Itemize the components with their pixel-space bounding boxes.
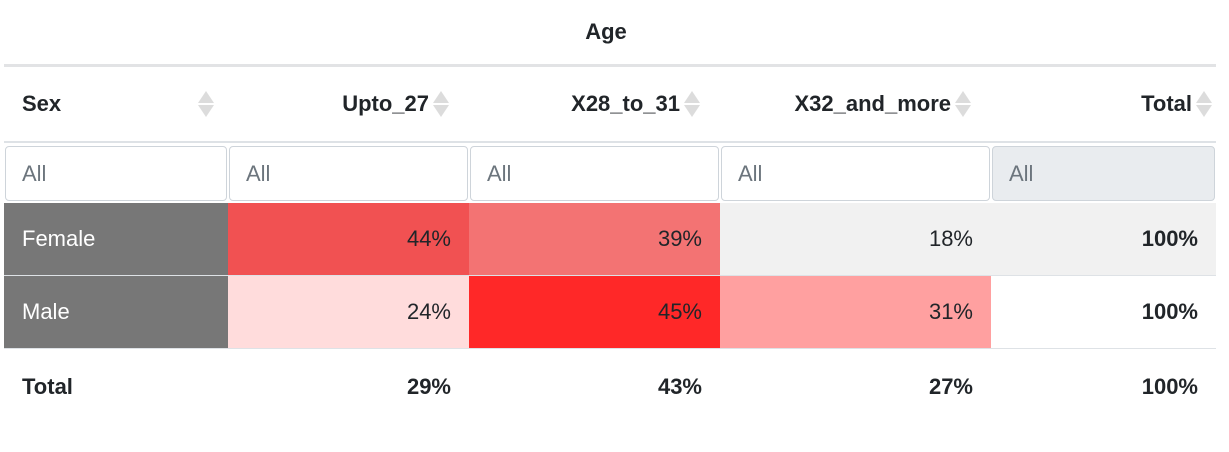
column-header-label: Sex [22, 91, 62, 116]
column-header-sex[interactable]: Sex [4, 67, 228, 141]
filter-cell [4, 146, 228, 203]
filter-input-sex[interactable] [5, 146, 227, 201]
column-header-x32-and-more[interactable]: X32_and_more [720, 67, 991, 141]
table-cell: 24% [228, 276, 469, 348]
table-row: Male 24% 45% 31% 100% [4, 276, 1216, 349]
group-header-rule [4, 64, 1216, 67]
filter-row [4, 143, 1216, 203]
totals-cell: 27% [928, 374, 973, 399]
filter-input-upto-27[interactable] [229, 146, 468, 201]
column-header-upto-27[interactable]: Upto_27 [228, 67, 469, 141]
totals-row-label: Total [22, 374, 73, 399]
filter-input-x28-to-31[interactable] [470, 146, 719, 201]
table-cell: 45% [469, 276, 720, 348]
column-header-label: X32_and_more [794, 91, 951, 116]
table-cell: 18% [720, 203, 991, 275]
group-header-label: Age [585, 19, 627, 44]
row-total-cell: 100% [991, 203, 1216, 275]
totals-row: Total 29% 43% 27% 100% [4, 349, 1216, 425]
group-header: Age [4, 0, 1216, 64]
column-header-label: Upto_27 [342, 91, 429, 116]
table-cell: 39% [469, 203, 720, 275]
row-total-cell: 100% [1141, 299, 1198, 324]
sort-icon[interactable] [198, 90, 214, 118]
filter-cell [720, 146, 991, 203]
filter-input-x32-and-more[interactable] [721, 146, 990, 201]
sort-icon[interactable] [433, 90, 449, 118]
sort-icon[interactable] [684, 90, 700, 118]
filter-input-total [992, 146, 1215, 201]
crosstab-table: Age Sex Upto_27 X28_to_31 X32_and_more T… [4, 0, 1216, 425]
column-header-row: Sex Upto_27 X28_to_31 X32_and_more Total [4, 67, 1216, 143]
row-header-female: Female [4, 203, 228, 275]
row-header-male: Male [4, 276, 228, 348]
filter-cell [228, 146, 469, 203]
column-header-label: X28_to_31 [571, 91, 680, 116]
filter-cell [991, 146, 1216, 203]
totals-cell: 29% [406, 374, 451, 399]
column-header-label: Total [1141, 91, 1192, 116]
table-cell: 31% [720, 276, 991, 348]
sort-icon[interactable] [1196, 90, 1212, 118]
filter-cell [469, 146, 720, 203]
totals-cell: 100% [1141, 374, 1198, 399]
column-header-total[interactable]: Total [991, 67, 1216, 141]
sort-icon[interactable] [955, 90, 971, 118]
table-cell: 44% [228, 203, 469, 275]
totals-cell: 43% [657, 374, 702, 399]
column-header-x28-to-31[interactable]: X28_to_31 [469, 67, 720, 141]
table-row: Female 44% 39% 18% 100% [4, 203, 1216, 276]
